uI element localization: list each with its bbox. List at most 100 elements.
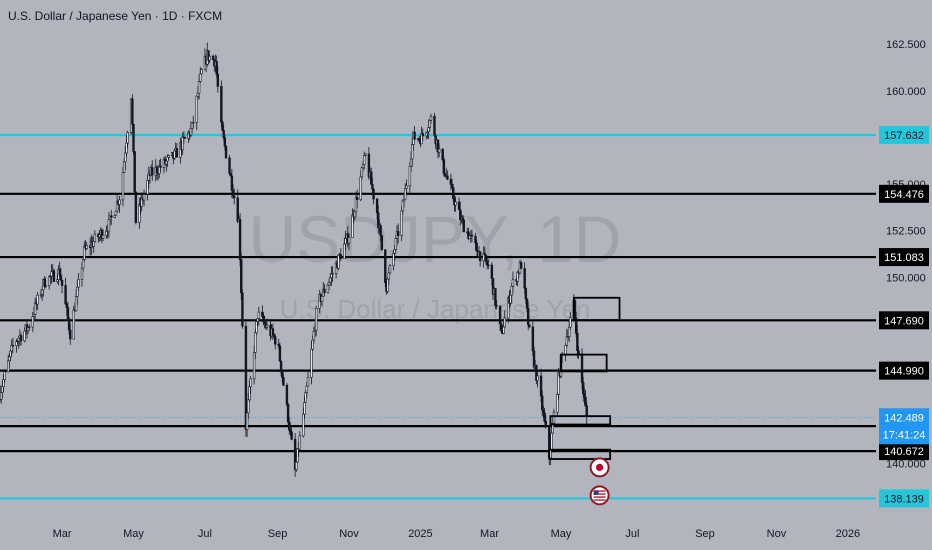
candle-body: [256, 318, 259, 322]
candle-body: [304, 392, 307, 403]
flag-disc: [596, 463, 604, 471]
candle: [556, 392, 559, 417]
candle-body: [355, 196, 359, 201]
candle: [101, 229, 105, 242]
candle: [585, 402, 588, 425]
candle-body: [101, 234, 105, 239]
candle: [208, 55, 211, 63]
candle-body: [490, 264, 494, 279]
price-badge-text: 157.632: [884, 130, 924, 142]
candle-body: [220, 86, 223, 123]
candle-body: [252, 352, 256, 380]
rectangle-zone: [549, 415, 612, 426]
price-badge-text: 140.672: [884, 446, 924, 458]
candle-body: [584, 397, 587, 407]
candle-body: [121, 172, 125, 201]
marker-ring: [589, 485, 610, 506]
candle-body: [114, 210, 118, 216]
candle-body: [261, 311, 264, 317]
candle-body: [343, 243, 346, 259]
time-tick-label: 2026: [836, 528, 860, 540]
candle-body: [433, 115, 436, 136]
candle: [584, 390, 587, 407]
candle-body: [302, 413, 305, 437]
candle-body: [363, 155, 366, 165]
level-price-badge: 140.672: [879, 442, 929, 461]
candle: [60, 279, 64, 294]
candle: [413, 126, 416, 140]
candle-body: [393, 249, 396, 254]
price-badge-text: 154.476: [884, 189, 924, 201]
candle-body: [40, 289, 44, 295]
candle-body: [66, 307, 70, 319]
candle-body: [552, 411, 556, 424]
current-price-badge-bg: [879, 408, 929, 445]
candle: [364, 153, 367, 157]
candle-body: [159, 165, 162, 168]
chart-title: U.S. Dollar / Japanese Yen · 1D · FXCM: [8, 9, 223, 23]
candle: [421, 128, 424, 142]
candle: [175, 143, 179, 158]
candle: [487, 259, 490, 270]
candle-body: [272, 334, 276, 337]
candle-body: [110, 215, 113, 218]
candle-body: [344, 238, 347, 245]
rectangle-drawings: [548, 296, 621, 460]
level-price-badge: 147.690: [879, 311, 929, 330]
candle-body: [296, 448, 299, 463]
candle: [11, 337, 15, 354]
candle-body: [364, 153, 367, 156]
candle-body: [281, 371, 284, 378]
candle-body: [311, 339, 314, 350]
candle-body: [577, 350, 580, 355]
japan-flag-icon: [589, 457, 610, 478]
candle-body: [359, 176, 362, 201]
candle-body: [0, 392, 3, 400]
candle: [133, 151, 136, 193]
candle: [347, 232, 351, 251]
time-tick-label: 2025: [408, 528, 432, 540]
candle-body: [231, 190, 235, 197]
price-badge-text: 144.990: [884, 366, 924, 378]
candle-body: [421, 133, 424, 137]
candle: [290, 426, 293, 441]
candle: [179, 137, 182, 164]
candle: [315, 305, 318, 337]
time-axis[interactable]: Mar May Jul Sep Nov 2025 Mar May Jul Sep Nov 2026: [53, 528, 861, 540]
candle-body: [155, 166, 159, 174]
candle-body: [81, 259, 85, 269]
candle: [296, 448, 299, 463]
level-price-badge: 154.476: [879, 184, 929, 203]
candle-body: [583, 393, 586, 398]
candle-body: [43, 279, 46, 287]
rectangle-zone: [572, 296, 621, 322]
candle: [355, 189, 359, 209]
candle-body: [531, 326, 535, 352]
level-price-badge: 157.632: [879, 125, 929, 144]
candle: [44, 277, 47, 289]
candle-body: [93, 233, 97, 242]
candle-body: [351, 214, 354, 238]
candle: [282, 373, 285, 387]
horizontal-levels: [0, 133, 876, 500]
candle-body: [392, 253, 395, 266]
candle-body: [181, 136, 184, 151]
candle-body: [221, 121, 224, 131]
candle-body: [134, 191, 138, 223]
candle-body: [286, 404, 290, 423]
candle-body: [58, 268, 61, 276]
candle-body: [23, 330, 26, 342]
candle-body: [200, 69, 203, 75]
candle-body: [67, 318, 71, 331]
candle: [271, 323, 275, 340]
candle-body: [427, 127, 430, 133]
candle-body: [565, 336, 569, 346]
candle: [134, 191, 138, 225]
candle-body: [394, 238, 398, 251]
time-tick-label: Nov: [767, 528, 787, 540]
candle-body: [76, 286, 79, 297]
candle-body: [478, 251, 482, 262]
candle-body: [60, 279, 64, 286]
